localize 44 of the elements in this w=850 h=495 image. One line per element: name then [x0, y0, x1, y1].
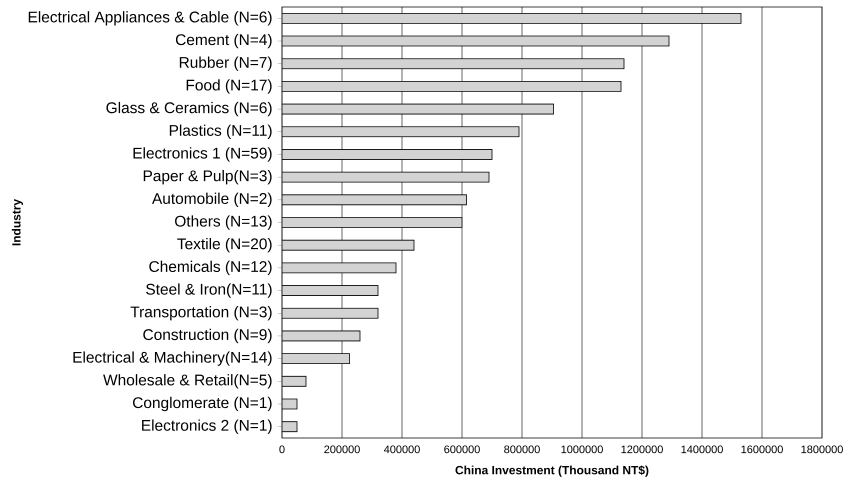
x-tick-label: 200000	[324, 445, 360, 454]
x-tick-label: 1600000	[742, 445, 783, 454]
y-tick-label: Electronics 2 (N=1)	[142, 419, 272, 434]
bar	[282, 240, 414, 251]
bar	[282, 58, 624, 70]
bar	[282, 126, 520, 138]
y-tick-label: Conglomerate (N=1)	[133, 396, 272, 412]
x-tick-label: 0	[279, 445, 285, 454]
bar	[282, 194, 467, 206]
y-tick-label: Construction (N=9)	[143, 328, 272, 344]
y-tick-label: Paper & Pulp(N=3)	[144, 170, 272, 184]
y-tick-label: Chemicals (N=12)	[149, 260, 272, 276]
bar	[282, 12, 742, 24]
bar	[282, 308, 378, 319]
bar	[282, 172, 490, 183]
bar	[282, 104, 554, 114]
y-tick-label: Transportation (N=3)	[130, 306, 272, 320]
x-tick-label: 1200000	[622, 445, 663, 454]
y-tick-label: Wholesale & Retail(N=5)	[103, 374, 272, 388]
y-tick-label: Food (N=17)	[186, 79, 272, 94]
y-axis-title: Industry	[12, 198, 23, 246]
bar	[282, 149, 492, 160]
x-tick-label: 1400000	[682, 445, 723, 454]
bar	[282, 217, 462, 228]
y-tick-label: Electronics 1 (N=59)	[134, 147, 272, 162]
x-tick-label: 1000000	[562, 445, 603, 454]
bar	[282, 36, 670, 46]
x-tick-label: 400000	[384, 445, 420, 454]
y-tick-label: Textile (N=20)	[177, 238, 272, 252]
y-tick-label: Others (N=13)	[175, 215, 272, 230]
x-axis-title: China Investment (Thousand NT$)	[456, 465, 648, 477]
x-tick-label: 1800000	[802, 445, 843, 454]
bar	[282, 376, 306, 387]
x-tick-label: 600000	[444, 445, 480, 454]
y-tick-label: Rubber (N=7)	[180, 56, 272, 71]
x-tick-label: 800000	[504, 445, 540, 454]
y-tick-label: Automobile (N=2)	[152, 192, 272, 208]
bar	[282, 81, 622, 92]
y-tick-label: Steel & Iron(N=11)	[146, 283, 272, 298]
y-tick-label: Plastics (N=11)	[170, 124, 272, 139]
y-tick-label: Electrical & Machinery(N=14)	[73, 351, 272, 366]
y-tick-label: Electrical Appliances & Cable (N=6)	[28, 11, 272, 26]
y-tick-label: Cement (N=4)	[176, 34, 272, 48]
y-tick-label: Glass & Ceramics (N=6)	[106, 102, 272, 116]
